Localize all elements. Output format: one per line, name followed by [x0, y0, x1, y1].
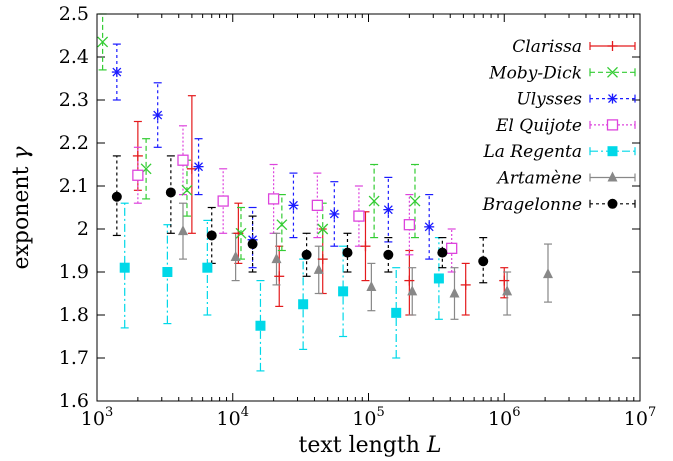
- point-bragelonne: [206, 230, 217, 241]
- y-axis-label-main: exponent: [9, 160, 34, 270]
- point-moby-dick: [97, 36, 109, 48]
- point-la-regenta: [202, 262, 213, 273]
- point-ulysses: [111, 67, 122, 78]
- legend-marker-moby-dick: [607, 66, 618, 78]
- point-la-regenta: [119, 262, 130, 273]
- point-clarissa: [499, 275, 510, 286]
- point-el-quijote: [311, 199, 324, 212]
- point-el-quijote: [446, 242, 458, 255]
- legend-marker-clarissa: [607, 41, 618, 51]
- point-el-quijote: [177, 154, 189, 166]
- point-el-quijote: [403, 219, 416, 231]
- point-moby-dick: [409, 195, 421, 207]
- legend-label-el-quijote: El Quijote: [495, 116, 582, 136]
- point-moby-dick: [235, 227, 247, 239]
- point-clarissa: [274, 271, 285, 282]
- point-la-regenta: [162, 267, 173, 277]
- y-tick-labels: 1.6 1.7 1.8 1.9 2 2.1 2.2 2.3 2.4 2.5: [59, 3, 89, 412]
- x-tick-label: 104: [217, 405, 249, 430]
- x-tick-labels: 103 104 105 106 107: [81, 405, 656, 430]
- point-la-regenta: [338, 286, 349, 297]
- point-ulysses: [383, 204, 394, 215]
- point-ulysses: [329, 208, 340, 219]
- point-moby-dick: [276, 219, 288, 231]
- point-ulysses: [193, 161, 204, 172]
- point-bragelonne: [383, 249, 394, 260]
- point-ulysses: [152, 110, 163, 121]
- x-axis-label: text length L: [298, 433, 441, 458]
- point-la-regenta: [255, 320, 266, 331]
- legend-label-bragelonne: Bragelonne: [482, 195, 582, 215]
- y-axis-label-var: γ: [9, 146, 34, 160]
- axis-ticks: [96, 13, 641, 402]
- y-tick-label: 2.5: [59, 3, 89, 25]
- x-tick-label: 105: [352, 405, 384, 430]
- point-artam-ne: [502, 285, 513, 296]
- point-moby-dick: [368, 195, 380, 207]
- point-moby-dick: [181, 184, 193, 196]
- x-tick-label: 106: [488, 405, 520, 430]
- point-la-regenta: [433, 273, 444, 284]
- point-artam-ne: [366, 281, 377, 292]
- point-bragelonne: [342, 247, 353, 258]
- point-bragelonne: [301, 249, 312, 260]
- point-la-regenta: [391, 307, 402, 318]
- x-axis-label-main: text length: [298, 433, 426, 458]
- point-el-quijote: [132, 169, 144, 181]
- point-clarissa: [360, 241, 371, 252]
- legend-label-ulysses: Ulysses: [516, 90, 582, 110]
- point-moby-dick: [317, 223, 329, 235]
- y-tick-label: 2.3: [59, 89, 89, 111]
- x-tick-label: 103: [81, 405, 113, 430]
- legend-marker-la-regenta: [607, 146, 618, 157]
- point-bragelonne: [247, 239, 258, 250]
- point-ulysses: [288, 200, 299, 211]
- point-artam-ne: [271, 253, 282, 264]
- point-ulysses: [424, 221, 435, 232]
- point-bragelonne: [111, 191, 122, 202]
- point-clarissa: [460, 279, 471, 290]
- point-artam-ne: [313, 263, 324, 274]
- data-markers: [97, 36, 553, 331]
- point-bragelonne: [165, 187, 176, 198]
- legend-marker-artam-ne: [607, 171, 618, 182]
- point-artam-ne: [177, 225, 188, 236]
- legend-marker-bragelonne: [607, 198, 618, 209]
- point-clarissa: [132, 150, 143, 161]
- point-la-regenta: [298, 299, 309, 310]
- point-el-quijote: [353, 210, 365, 222]
- point-bragelonne: [478, 256, 489, 267]
- x-axis-label-var: L: [426, 433, 442, 458]
- y-tick-label: 1.9: [59, 261, 89, 283]
- point-clarissa: [317, 254, 328, 265]
- point-clarissa: [186, 163, 197, 174]
- y-tick-label: 1.7: [59, 347, 89, 369]
- legend-label-clarissa: Clarissa: [512, 37, 582, 57]
- point-el-quijote: [267, 193, 280, 205]
- y-tick-label: 1.8: [59, 304, 89, 326]
- legend-marker-ulysses: [607, 93, 618, 104]
- y-tick-label: 2.1: [59, 175, 89, 197]
- point-artam-ne: [407, 285, 418, 296]
- y-tick-label: 1.6: [59, 390, 89, 412]
- point-el-quijote: [217, 195, 229, 207]
- legend: Clarissa Moby-Dick Ulysses El Quijote La Reg…: [482, 37, 636, 215]
- legend-label-moby-dick: Moby-Dick: [488, 63, 582, 83]
- y-tick-label: 2.2: [59, 132, 89, 154]
- legend-label-artam-ne: Artamène: [495, 169, 582, 189]
- point-artam-ne: [449, 287, 460, 298]
- legend-marker-el-quijote: [606, 119, 619, 131]
- x-tick-label: 107: [624, 405, 656, 430]
- point-artam-ne: [230, 250, 241, 261]
- y-tick-label: 2: [77, 218, 89, 240]
- y-tick-label: 2.4: [59, 46, 89, 68]
- y-axis-label: exponent γ: [9, 146, 34, 270]
- point-artam-ne: [542, 268, 553, 279]
- point-bragelonne: [437, 247, 448, 258]
- plot-frame: [96, 13, 641, 402]
- point-clarissa: [404, 275, 415, 286]
- legend-label-la-regenta: La Regenta: [482, 142, 582, 162]
